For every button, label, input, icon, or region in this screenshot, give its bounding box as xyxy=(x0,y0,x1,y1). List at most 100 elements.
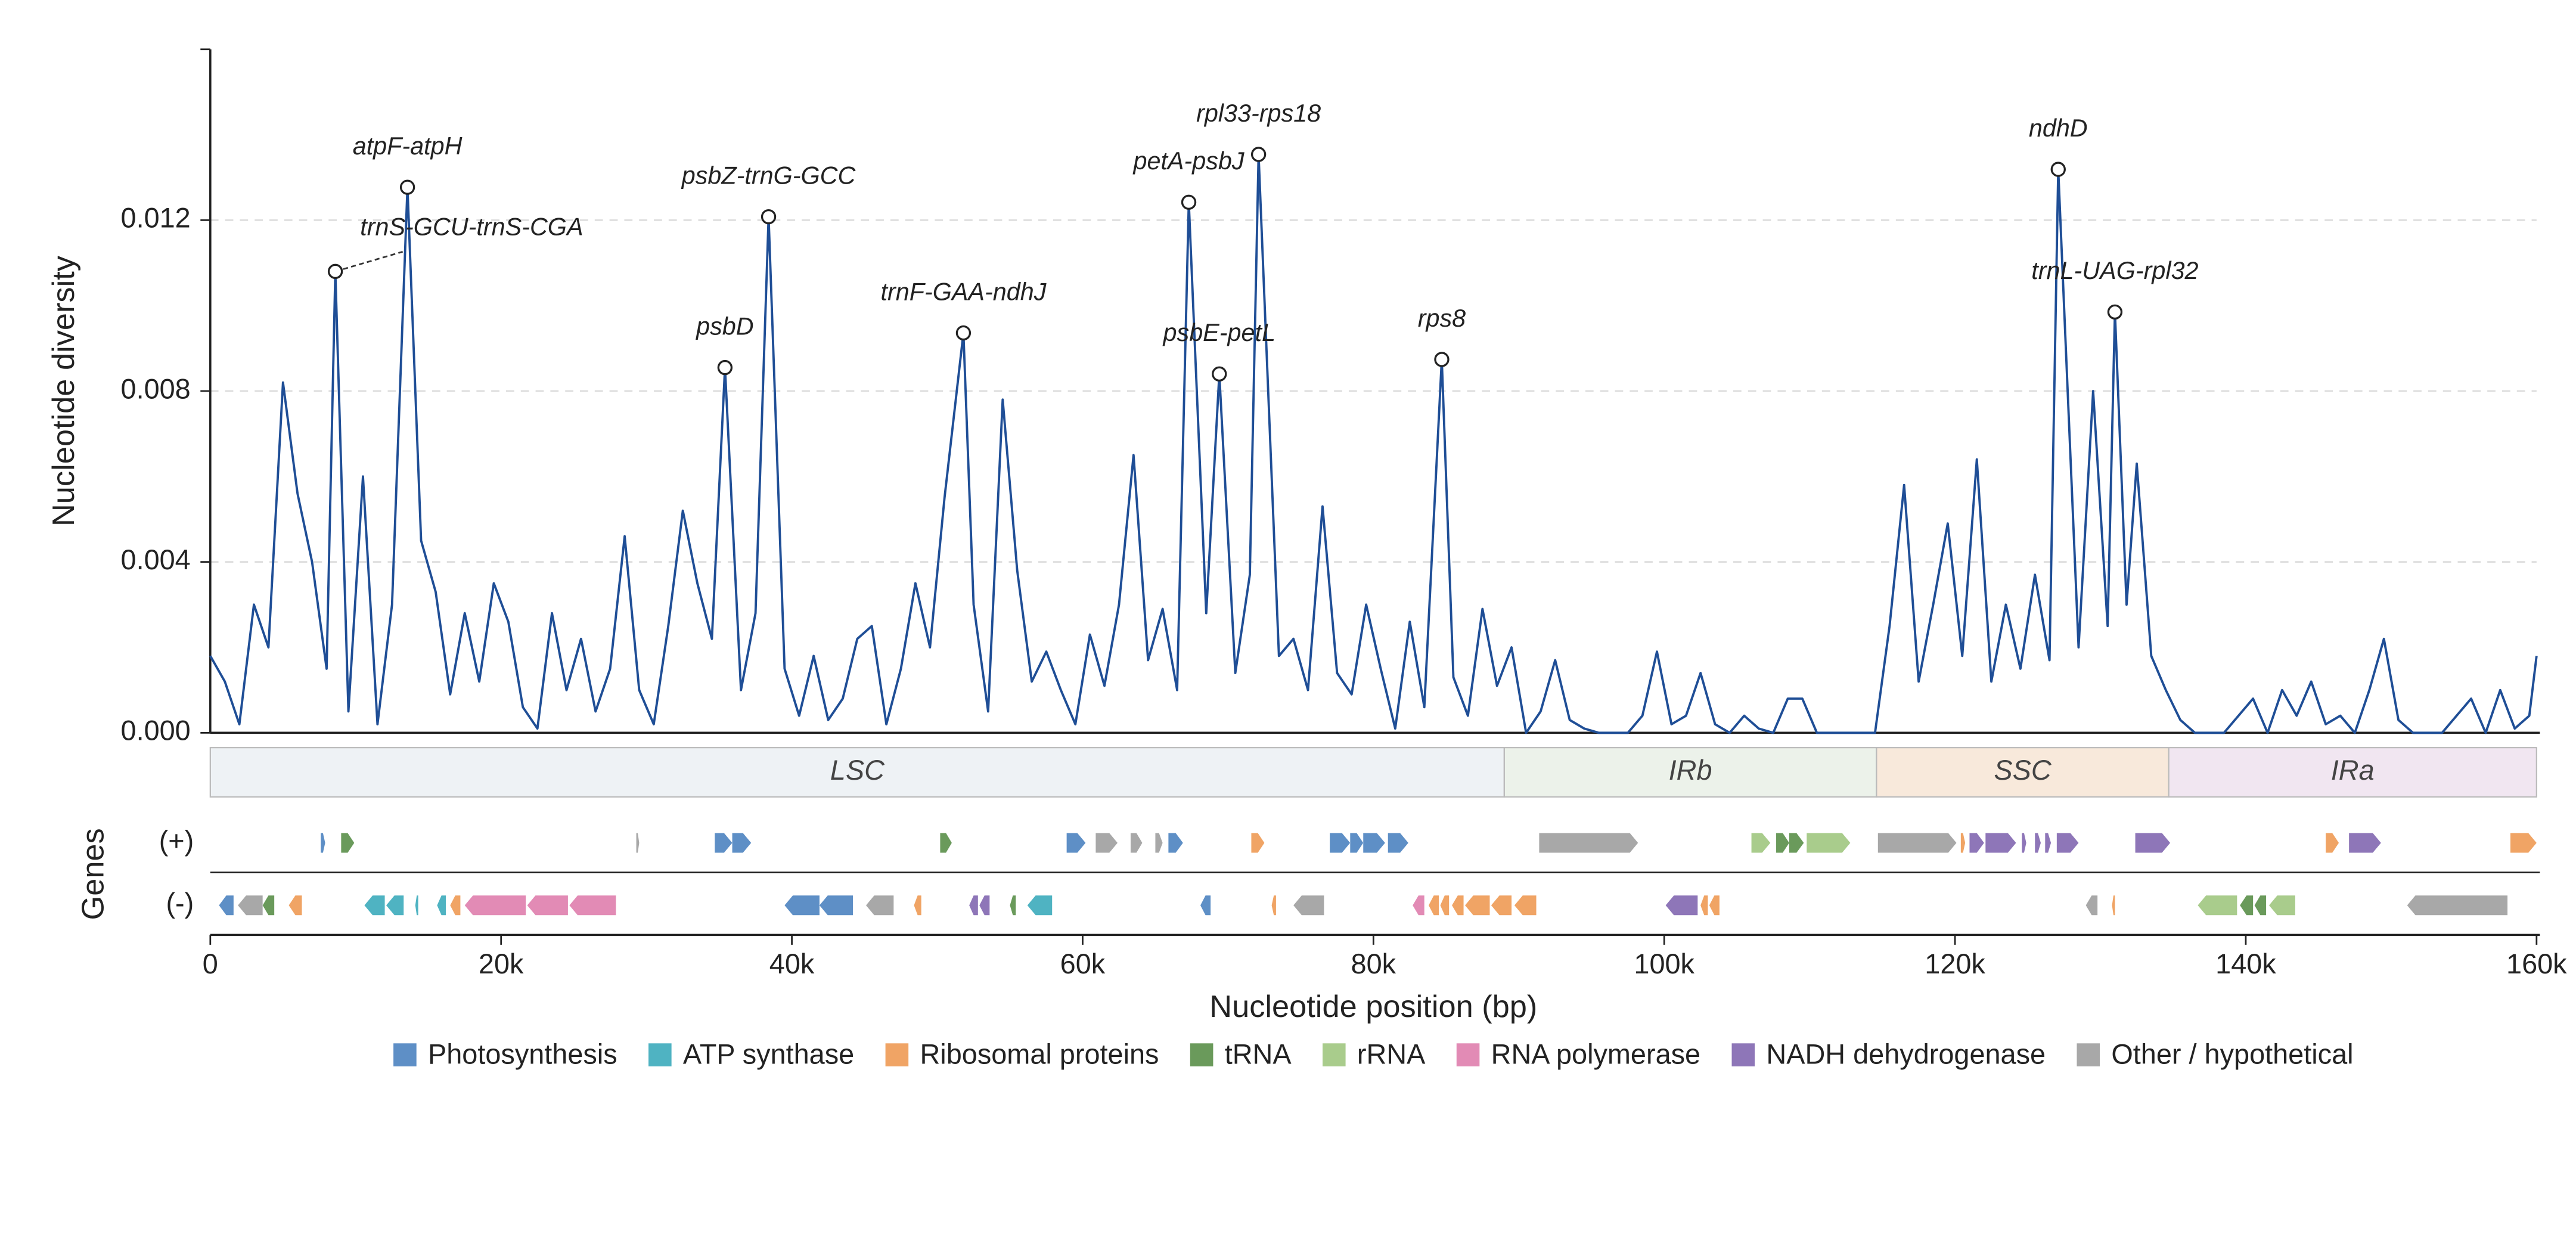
annotation-label: petA-psbJ xyxy=(1132,147,1244,175)
annotation-label: psbE-petL xyxy=(1162,319,1275,346)
annotation-point xyxy=(717,359,733,376)
legend-swatch xyxy=(885,1043,909,1066)
gene xyxy=(2135,833,2171,853)
annotation-leader xyxy=(335,250,404,272)
gene xyxy=(288,895,302,916)
gene xyxy=(1350,833,1364,853)
gene xyxy=(1700,895,1708,916)
legend-swatch xyxy=(1323,1043,1346,1066)
region xyxy=(1876,747,2170,798)
gene xyxy=(341,833,355,853)
gene xyxy=(636,833,640,853)
gene xyxy=(321,833,325,853)
region-label: SSC xyxy=(1994,755,2052,786)
legend-label: Ribosomal proteins xyxy=(920,1039,1159,1070)
annotation-point xyxy=(1250,147,1267,162)
gene xyxy=(969,895,978,916)
gene xyxy=(527,895,568,916)
annotation-point xyxy=(1434,352,1450,367)
gene xyxy=(464,895,526,916)
gene xyxy=(819,895,854,916)
region xyxy=(2168,747,2537,798)
x-tick-label: 60k xyxy=(1060,948,1106,979)
y-tick-label: 0.004 xyxy=(121,544,191,575)
annotation-point xyxy=(399,179,415,195)
gene xyxy=(1388,833,1408,853)
annotation-label: psbZ-trnG-GCC xyxy=(681,162,856,189)
x-tick-label: 100k xyxy=(1634,948,1694,979)
annotation-point xyxy=(2107,304,2123,320)
gene xyxy=(569,895,616,916)
gene xyxy=(1807,833,1851,853)
region-label: LSC xyxy=(830,755,885,786)
legend-label: ATP synthase xyxy=(683,1039,854,1070)
gene xyxy=(437,895,446,916)
annotation-point xyxy=(1212,366,1227,382)
gene xyxy=(732,833,752,853)
track-title: Genes xyxy=(76,828,111,920)
gene xyxy=(364,895,385,916)
gene xyxy=(715,833,733,853)
gene xyxy=(2022,833,2026,853)
gene xyxy=(450,895,461,916)
gene xyxy=(2254,895,2267,916)
x-axis-title: Nucleotide position (bp) xyxy=(1209,990,1537,1024)
annotation-label: trnS-GCU-trnS-CGA xyxy=(360,213,583,241)
legend-label: rRNA xyxy=(1357,1039,1426,1070)
annotation-point xyxy=(327,263,343,280)
y-axis-title: Nucleotide diversity xyxy=(46,255,81,526)
region-label: IRb xyxy=(1669,755,1712,786)
annotation-point xyxy=(761,209,777,225)
legend-swatch xyxy=(1190,1043,1213,1066)
gene xyxy=(1465,895,1490,916)
x-tick-label: 160k xyxy=(2506,948,2567,979)
legend-label: RNA polymerase xyxy=(1491,1039,1700,1070)
gene xyxy=(2085,895,2098,916)
gene xyxy=(1709,895,1720,916)
y-tick-label: 0.000 xyxy=(121,715,191,746)
legend-swatch xyxy=(1731,1043,1755,1066)
gene xyxy=(262,895,275,916)
gene xyxy=(1413,895,1424,916)
gene xyxy=(1429,895,1439,916)
gene xyxy=(2326,833,2339,853)
annotation-label: trnF-GAA-ndhJ xyxy=(880,278,1046,305)
annotation-label: rpl33-rps18 xyxy=(1196,100,1321,127)
gene xyxy=(1271,895,1276,916)
gene xyxy=(1751,833,1771,853)
gene xyxy=(784,895,820,916)
gene xyxy=(1877,833,1957,853)
track-label: (+) xyxy=(159,825,194,856)
gene xyxy=(1514,895,1537,916)
gene xyxy=(914,895,921,916)
gene xyxy=(2045,833,2052,853)
gene xyxy=(386,895,404,916)
gene xyxy=(1539,833,1638,853)
gene xyxy=(2198,895,2237,916)
gene xyxy=(1293,895,1324,916)
gene xyxy=(219,895,234,916)
gene xyxy=(2407,895,2508,916)
gene xyxy=(1251,833,1265,853)
y-tick-label: 0.008 xyxy=(121,373,191,404)
legend-swatch xyxy=(648,1043,672,1066)
gene xyxy=(1440,895,1450,916)
legend-label: Photosynthesis xyxy=(428,1039,617,1070)
annotation-label: rps8 xyxy=(1418,305,1466,332)
gene xyxy=(1985,833,2016,853)
gene xyxy=(2240,895,2254,916)
gene xyxy=(940,833,952,853)
x-tick-label: 40k xyxy=(769,948,815,979)
y-tick-label: 0.012 xyxy=(121,203,191,234)
gene xyxy=(2112,895,2115,916)
gene xyxy=(2510,833,2537,853)
legend-label: tRNA xyxy=(1225,1039,1292,1070)
gene xyxy=(2056,833,2079,853)
legend-swatch xyxy=(2077,1043,2100,1066)
annotation-label: trnL-UAG-rpl32 xyxy=(2031,257,2198,284)
gene xyxy=(979,895,990,916)
x-tick-label: 80k xyxy=(1351,948,1396,979)
legend-swatch xyxy=(393,1043,417,1066)
gene xyxy=(1010,895,1016,916)
legend-label: Other / hypothetical xyxy=(2111,1039,2353,1070)
